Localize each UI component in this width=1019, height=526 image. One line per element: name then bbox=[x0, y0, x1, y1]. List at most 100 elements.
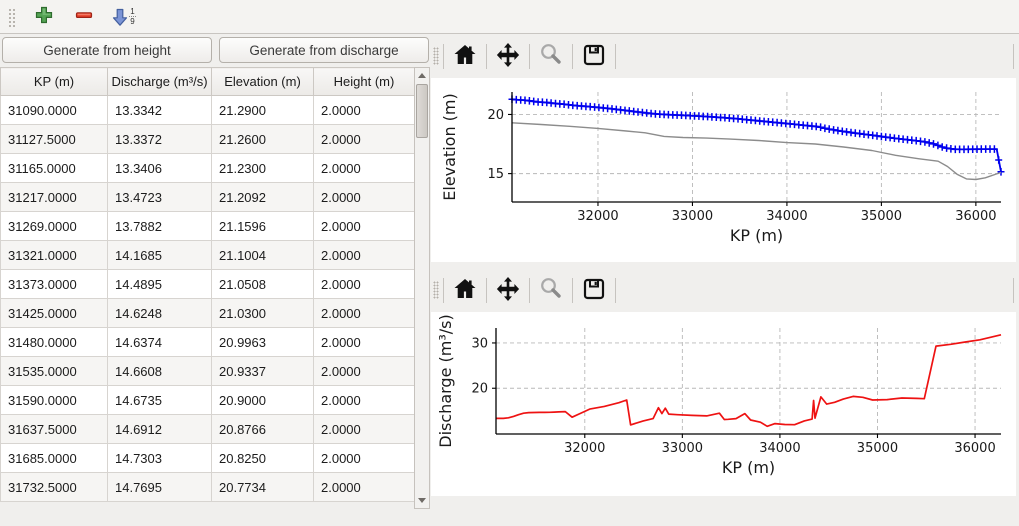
scroll-down-button[interactable] bbox=[415, 493, 429, 508]
table-cell[interactable]: 14.7695 bbox=[107, 472, 212, 502]
sort-badge-top: 1 bbox=[130, 7, 135, 16]
charts-panel: 32000 33000 34000 35000 36000 15 20 KP (m) Eleva… bbox=[430, 34, 1019, 526]
add-row-button[interactable] bbox=[24, 3, 64, 31]
column-header-1[interactable]: Discharge (m³/s) bbox=[107, 67, 212, 96]
table-cell[interactable]: 2.0000 bbox=[313, 240, 415, 270]
sort-ascending-arrow-icon: 1 9 bbox=[112, 7, 136, 27]
table-cell[interactable]: 14.6735 bbox=[107, 385, 212, 415]
toolbar-drag-handle[interactable] bbox=[433, 281, 439, 299]
table-cell[interactable]: 14.7303 bbox=[107, 443, 212, 473]
pan-button[interactable] bbox=[491, 274, 525, 306]
column-header-0[interactable]: KP (m) bbox=[0, 67, 108, 96]
save-button[interactable] bbox=[577, 40, 611, 72]
table-cell[interactable]: 14.6248 bbox=[107, 298, 212, 328]
table-cell[interactable]: 31535.0000 bbox=[0, 356, 108, 386]
table-cell[interactable]: 20.9963 bbox=[211, 327, 314, 357]
table-cell[interactable]: 2.0000 bbox=[313, 356, 415, 386]
elevation-chart[interactable]: 32000 33000 34000 35000 36000 15 20 KP (m) Eleva… bbox=[431, 78, 1016, 262]
magnifier-icon bbox=[538, 42, 564, 71]
table-cell[interactable]: 31480.0000 bbox=[0, 327, 108, 357]
table-cell[interactable]: 21.2092 bbox=[211, 182, 314, 212]
table-cell[interactable]: 14.6912 bbox=[107, 414, 212, 444]
sort-rows-button[interactable]: 1 9 bbox=[104, 3, 144, 31]
table-cell[interactable]: 14.4895 bbox=[107, 269, 212, 299]
column-header-3[interactable]: Height (m) bbox=[313, 67, 415, 96]
minus-icon bbox=[74, 5, 94, 28]
home-button[interactable] bbox=[448, 40, 482, 72]
table-cell[interactable]: 2.0000 bbox=[313, 269, 415, 299]
svg-text:34000: 34000 bbox=[759, 441, 800, 456]
table-cell[interactable]: 20.7734 bbox=[211, 472, 314, 502]
table-cell[interactable]: 2.0000 bbox=[313, 182, 415, 212]
table-cell[interactable]: 31425.0000 bbox=[0, 298, 108, 328]
pan-button[interactable] bbox=[491, 40, 525, 72]
svg-text:35000: 35000 bbox=[861, 209, 902, 224]
table-cell[interactable]: 2.0000 bbox=[313, 472, 415, 502]
table-cell[interactable]: 21.0508 bbox=[211, 269, 314, 299]
table-vertical-scrollbar[interactable] bbox=[414, 67, 430, 509]
table-cell[interactable]: 21.2300 bbox=[211, 153, 314, 183]
discharge-chart[interactable]: 32000 33000 34000 35000 36000 20 30 KP (m) Disch… bbox=[431, 312, 1016, 496]
svg-text:20: 20 bbox=[487, 108, 504, 123]
table-cell[interactable]: 31127.5000 bbox=[0, 124, 108, 154]
svg-text:Elevation (m): Elevation (m) bbox=[440, 93, 459, 200]
table-cell[interactable]: 14.6374 bbox=[107, 327, 212, 357]
table-cell[interactable]: 13.3372 bbox=[107, 124, 212, 154]
table-cell[interactable]: 14.6608 bbox=[107, 356, 212, 386]
table-cell[interactable]: 2.0000 bbox=[313, 95, 415, 125]
save-button[interactable] bbox=[577, 274, 611, 306]
table-cell[interactable]: 20.8766 bbox=[211, 414, 314, 444]
home-button[interactable] bbox=[448, 274, 482, 306]
table-cell[interactable]: 31373.0000 bbox=[0, 269, 108, 299]
table-cell[interactable]: 20.9337 bbox=[211, 356, 314, 386]
table-cell[interactable]: 2.0000 bbox=[313, 385, 415, 415]
table-cell[interactable]: 21.0300 bbox=[211, 298, 314, 328]
svg-text:32000: 32000 bbox=[564, 441, 605, 456]
table-cell[interactable]: 13.4723 bbox=[107, 182, 212, 212]
zoom-button[interactable] bbox=[534, 40, 568, 72]
table-cell[interactable]: 2.0000 bbox=[313, 211, 415, 241]
remove-row-button[interactable] bbox=[64, 3, 104, 31]
scrollbar-thumb[interactable] bbox=[416, 84, 428, 138]
toolbar-drag-handle[interactable] bbox=[7, 6, 16, 27]
table-cell[interactable]: 13.3342 bbox=[107, 95, 212, 125]
table-row: 31269.0000 13.7882 21.1596 2.0000 bbox=[0, 211, 415, 241]
table-row: 31535.0000 14.6608 20.9337 2.0000 bbox=[0, 356, 415, 386]
table-cell[interactable]: 2.0000 bbox=[313, 443, 415, 473]
generate-from-discharge-button[interactable]: Generate from discharge bbox=[219, 37, 429, 63]
table-cell[interactable]: 31637.5000 bbox=[0, 414, 108, 444]
plus-icon bbox=[34, 5, 54, 28]
generate-from-height-button[interactable]: Generate from height bbox=[2, 37, 212, 63]
table-cell[interactable]: 31090.0000 bbox=[0, 95, 108, 125]
table-cell[interactable]: 13.7882 bbox=[107, 211, 212, 241]
table-cell[interactable]: 2.0000 bbox=[313, 153, 415, 183]
table-cell[interactable]: 31590.0000 bbox=[0, 385, 108, 415]
triangle-up-icon bbox=[418, 73, 426, 78]
zoom-button[interactable] bbox=[534, 274, 568, 306]
discharge-chart-toolbar bbox=[431, 268, 1018, 312]
table-cell[interactable]: 31165.0000 bbox=[0, 153, 108, 183]
table-cell[interactable]: 31217.0000 bbox=[0, 182, 108, 212]
pan-arrows-icon bbox=[495, 42, 521, 71]
scroll-up-button[interactable] bbox=[415, 68, 429, 83]
table-cell[interactable]: 31269.0000 bbox=[0, 211, 108, 241]
table-row: 31321.0000 14.1685 21.1004 2.0000 bbox=[0, 240, 415, 270]
table-cell[interactable]: 2.0000 bbox=[313, 414, 415, 444]
table-cell[interactable]: 2.0000 bbox=[313, 298, 415, 328]
table-cell[interactable]: 31732.5000 bbox=[0, 472, 108, 502]
table-cell[interactable]: 21.1004 bbox=[211, 240, 314, 270]
table-panel: Generate from height Generate from disch… bbox=[0, 34, 430, 526]
table-cell[interactable]: 21.2900 bbox=[211, 95, 314, 125]
table-cell[interactable]: 31321.0000 bbox=[0, 240, 108, 270]
table-cell[interactable]: 31685.0000 bbox=[0, 443, 108, 473]
table-cell[interactable]: 14.1685 bbox=[107, 240, 212, 270]
table-cell[interactable]: 2.0000 bbox=[313, 327, 415, 357]
table-cell[interactable]: 20.8250 bbox=[211, 443, 314, 473]
table-cell[interactable]: 20.9000 bbox=[211, 385, 314, 415]
table-cell[interactable]: 21.2600 bbox=[211, 124, 314, 154]
table-cell[interactable]: 21.1596 bbox=[211, 211, 314, 241]
table-cell[interactable]: 13.3406 bbox=[107, 153, 212, 183]
column-header-2[interactable]: Elevation (m) bbox=[211, 67, 314, 96]
table-cell[interactable]: 2.0000 bbox=[313, 124, 415, 154]
toolbar-drag-handle[interactable] bbox=[433, 47, 439, 65]
